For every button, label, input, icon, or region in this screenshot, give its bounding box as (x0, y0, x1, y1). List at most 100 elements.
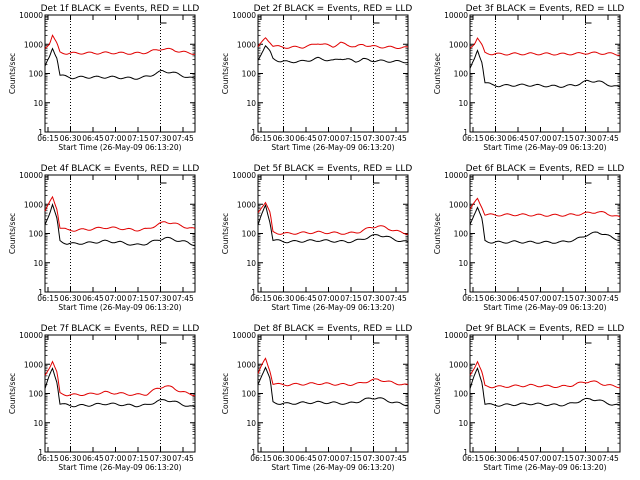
y-tick-label: 1000 (24, 360, 43, 369)
y-tick-label: 10000 (232, 171, 256, 180)
series-line-events (469, 206, 620, 244)
chart-title: Det 7f BLACK = Events, RED = LLD (41, 324, 200, 334)
x-tick-label: 06:45 (507, 454, 529, 463)
chart-title: Det 1f BLACK = Events, RED = LLD (41, 4, 200, 14)
series-line-lld (469, 360, 621, 389)
y-tick-label: 10 (33, 419, 43, 428)
y-axis-label: Counts/sec (433, 53, 442, 94)
x-tick-label: 06:45 (295, 134, 317, 143)
x-tick-label: 07:00 (530, 294, 552, 303)
plot-frame (257, 174, 409, 293)
x-tick-label: 07:15 (552, 134, 574, 143)
x-tick-label: 06:45 (507, 294, 529, 303)
time-bracket-mark (585, 15, 592, 24)
x-tick-label: 06:30 (60, 294, 82, 303)
y-axis-label: Counts/sec (433, 213, 442, 254)
chart-panel-9: Det 9f BLACK = Events, RED = LLD 1 10 100 10… (433, 324, 624, 472)
x-axis-label: Start Time (26-May-09 06:13:20) (483, 143, 606, 152)
series-line-events (44, 203, 196, 247)
chart-panel-7: Det 7f BLACK = Events, RED = LLD 1 10 100 10… (8, 324, 199, 472)
y-tick-label: 10 (246, 99, 256, 108)
x-tick-label: 06:45 (295, 454, 317, 463)
chart-panel-3: Det 3f BLACK = Events, RED = LLD 1 10 100 10… (433, 4, 624, 152)
x-tick-label: 07:30 (575, 454, 597, 463)
chart-title: Det 9f BLACK = Events, RED = LLD (466, 324, 625, 334)
x-tick-label: 06:30 (485, 294, 507, 303)
series-line-events (44, 367, 196, 408)
x-tick-label: 07:45 (172, 454, 194, 463)
x-tick-label: 06:15 (462, 454, 484, 463)
x-tick-label: 07:30 (150, 134, 172, 143)
y-tick-label: 1000 (24, 40, 43, 49)
y-tick-label: 1 (251, 128, 256, 137)
y-tick-label: 1 (463, 448, 468, 457)
series-line-events (469, 366, 621, 407)
chart-title: Det 2f BLACK = Events, RED = LLD (254, 4, 413, 14)
series-line-lld (44, 195, 196, 232)
y-tick-label: 100 (454, 390, 469, 399)
x-tick-label: 07:45 (385, 134, 407, 143)
y-tick-label: 1000 (449, 200, 468, 209)
time-bracket-mark (160, 335, 167, 344)
y-tick-label: 1000 (237, 360, 256, 369)
time-bracket-mark (585, 175, 592, 184)
y-tick-label: 100 (454, 230, 469, 239)
x-axis-label: Start Time (26-May-09 06:13:20) (483, 463, 606, 472)
series-line-events (469, 49, 621, 88)
chart-panel-2: Det 2f BLACK = Events, RED = LLD 1 10 100 10… (221, 4, 412, 152)
x-tick-label: 07:30 (575, 294, 597, 303)
plot-frame (469, 174, 621, 293)
series-line-lld (44, 34, 196, 55)
x-tick-label: 06:15 (37, 454, 59, 463)
x-axis-label: Start Time (26-May-09 06:13:20) (483, 303, 606, 312)
x-tick-label: 07:45 (597, 454, 619, 463)
y-tick-label: 100 (29, 390, 44, 399)
series-line-lld (469, 197, 621, 218)
x-axis-label: Start Time (26-May-09 06:13:20) (58, 463, 181, 472)
x-tick-label: 07:30 (363, 134, 385, 143)
chart-title: Det 4f BLACK = Events, RED = LLD (41, 164, 200, 174)
x-axis-label: Start Time (26-May-09 06:13:20) (271, 143, 394, 152)
x-tick-label: 07:00 (318, 134, 340, 143)
x-tick-label: 07:15 (127, 134, 149, 143)
y-tick-label: 1000 (237, 40, 256, 49)
y-axis-label: Counts/sec (8, 53, 17, 94)
y-tick-label: 10000 (19, 331, 43, 340)
chart-title: Det 5f BLACK = Events, RED = LLD (254, 164, 413, 174)
y-tick-label: 1 (463, 128, 468, 137)
x-tick-label: 07:45 (597, 294, 619, 303)
y-tick-label: 10000 (19, 171, 43, 180)
x-tick-label: 06:30 (273, 294, 295, 303)
y-tick-label: 100 (29, 70, 44, 79)
y-tick-label: 10 (458, 419, 468, 428)
y-tick-label: 10 (458, 259, 468, 268)
x-tick-label: 06:45 (295, 294, 317, 303)
plot-frame (44, 334, 196, 453)
x-tick-label: 07:30 (150, 454, 172, 463)
time-bracket-mark (373, 335, 380, 344)
y-tick-label: 1 (38, 128, 43, 137)
x-tick-label: 07:45 (597, 134, 619, 143)
x-tick-label: 06:30 (485, 134, 507, 143)
x-tick-label: 06:15 (462, 294, 484, 303)
series-line-events (257, 366, 408, 407)
x-tick-label: 06:45 (82, 454, 104, 463)
y-tick-label: 1000 (237, 200, 256, 209)
time-bracket-mark (160, 175, 167, 184)
x-tick-label: 07:45 (385, 294, 407, 303)
plot-frame (469, 334, 621, 453)
plot-frame (469, 14, 621, 133)
plot-frame (257, 334, 409, 453)
x-tick-label: 07:15 (127, 454, 149, 463)
y-tick-label: 10 (458, 99, 468, 108)
x-tick-label: 06:15 (250, 454, 272, 463)
chart-panel-4: Det 4f BLACK = Events, RED = LLD 1 10 100 10… (8, 164, 199, 312)
x-tick-label: 06:45 (507, 134, 529, 143)
x-tick-label: 07:30 (363, 294, 385, 303)
time-bracket-mark (160, 15, 167, 24)
x-tick-label: 06:15 (250, 294, 272, 303)
chart-panel-6: Det 6f BLACK = Events, RED = LLD 1 10 100 10… (433, 164, 624, 312)
y-axis-label: Counts/sec (433, 373, 442, 414)
x-tick-label: 06:45 (82, 134, 104, 143)
